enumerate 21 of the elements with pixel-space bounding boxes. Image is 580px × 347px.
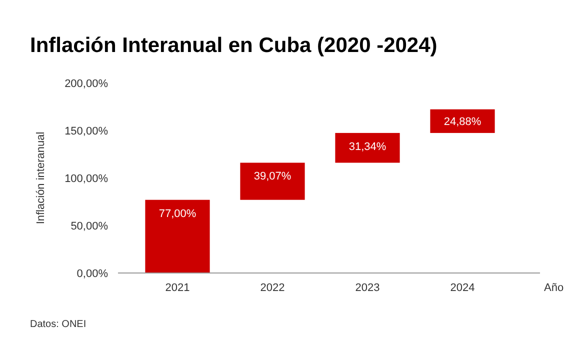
- y-tick-label: 100,00%: [64, 173, 108, 185]
- chart-title: Inflación Interanual en Cuba (2020 -2024): [30, 34, 438, 57]
- x-tick-label: 2022: [260, 282, 285, 294]
- x-tick-label: 2021: [165, 282, 190, 294]
- bar: [335, 132, 400, 163]
- y-tick-label: 0,00%: [76, 268, 108, 280]
- text: Datos: ONEI: [30, 319, 86, 330]
- data-label: 31,34%: [348, 140, 386, 153]
- x-axis-title: Año: [544, 282, 564, 294]
- data-label: 39,07%: [254, 170, 292, 183]
- y-tick-label: 200,00%: [64, 78, 108, 90]
- y-tick-label: 150,00%: [64, 126, 108, 138]
- y-tick-label: 50,00%: [70, 220, 108, 232]
- bar: [430, 109, 495, 133]
- bar: [145, 200, 210, 273]
- data-label: 77,00%: [158, 208, 196, 220]
- y-axis-title: Inflación interanual: [35, 132, 47, 224]
- bar: [240, 162, 305, 200]
- x-tick-label: 2023: [355, 282, 380, 294]
- data-label: 24,88%: [444, 116, 482, 128]
- x-tick-label: 2024: [450, 282, 475, 294]
